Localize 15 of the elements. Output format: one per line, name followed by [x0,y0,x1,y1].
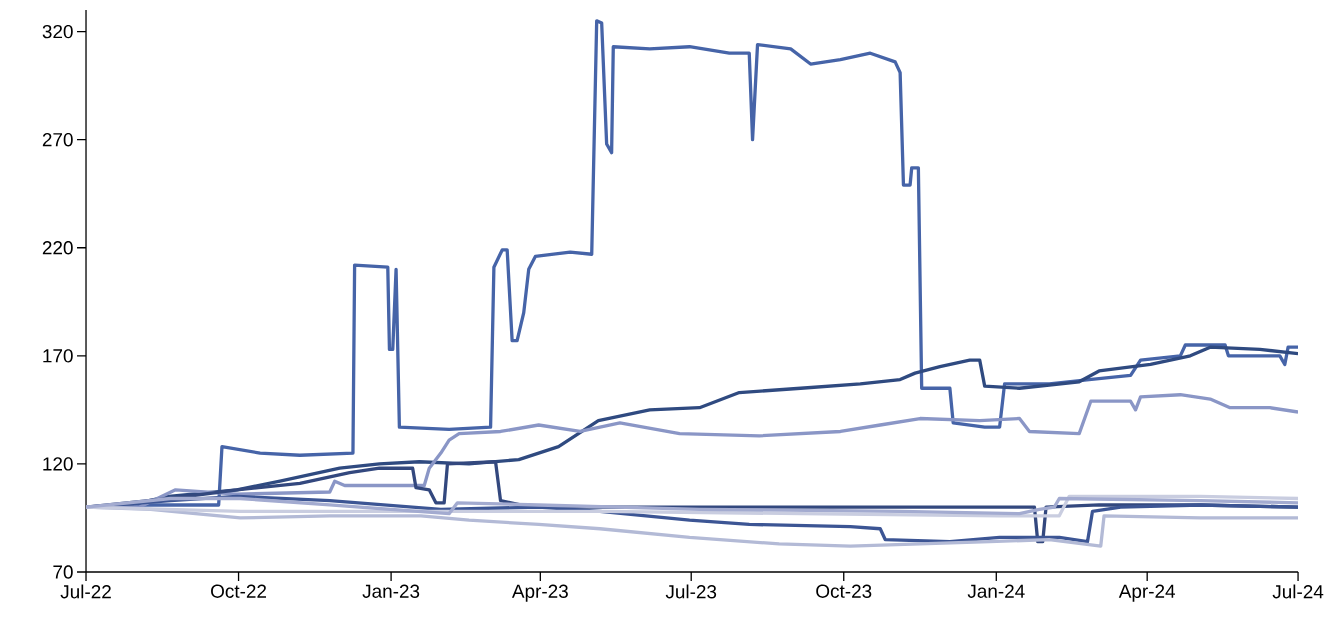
y-tick-label: 320 [42,24,73,39]
x-tick-label: Oct-23 [816,584,872,598]
y-tick-label: 120 [43,457,73,471]
x-tick-label: Jul-24 [1272,584,1324,599]
x-tick-label: Apr-24 [1118,584,1176,602]
y-tick-label: 220 [42,241,73,255]
x-tick-label: Jan-23 [362,584,420,598]
x-tick-label: Apr-23 [511,584,568,602]
x-tick-label: Jul-22 [60,584,111,599]
x-tick-label: Jan-24 [967,584,1025,598]
y-tick-label: 170 [43,349,73,363]
x-tick-label: Jul-23 [665,584,717,599]
y-tick-label: 70 [53,565,73,579]
x-tick-label: Oct-22 [211,584,267,598]
y-tick-label: 270 [42,132,73,147]
